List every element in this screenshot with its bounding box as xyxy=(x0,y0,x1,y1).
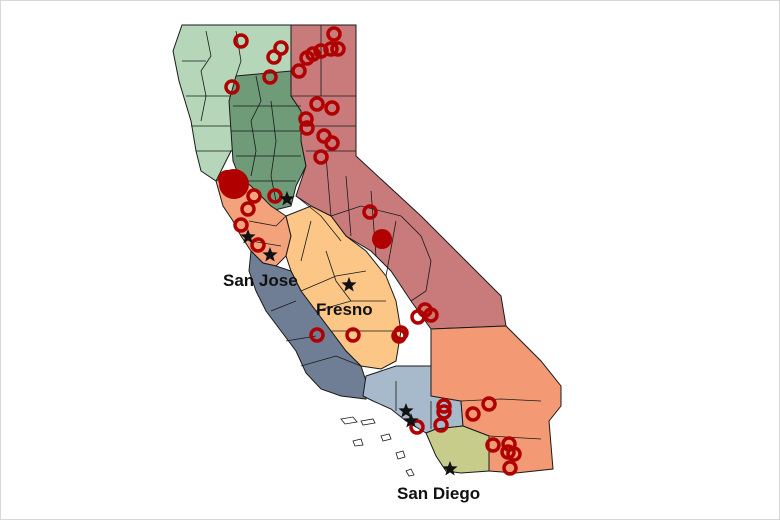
site-marker xyxy=(291,63,307,79)
site-marker xyxy=(485,437,501,453)
site-marker xyxy=(324,100,340,116)
city-label-fresno: Fresno xyxy=(316,300,373,319)
site-marker xyxy=(410,309,426,325)
region-northeast xyxy=(290,24,507,330)
city-star-icon xyxy=(398,403,414,418)
site-marker xyxy=(240,201,256,217)
site-marker xyxy=(330,41,346,57)
site-marker xyxy=(500,444,516,460)
site-marker xyxy=(362,204,378,220)
site-marker xyxy=(313,149,329,165)
city-label-san-diego: San Diego xyxy=(397,484,480,503)
site-marker xyxy=(436,404,452,420)
city-star-icon xyxy=(279,191,295,206)
dense-cluster xyxy=(218,169,392,249)
site-marker xyxy=(393,325,409,341)
site-marker xyxy=(309,96,325,112)
site-marker xyxy=(409,419,425,435)
region-san-diego xyxy=(425,425,490,474)
site-marker xyxy=(224,79,240,95)
site-marker xyxy=(246,188,262,204)
site-marker xyxy=(273,40,289,56)
cluster-marker xyxy=(372,229,392,249)
city-star-icon xyxy=(442,461,458,476)
city-label-san-jose: San Jose xyxy=(223,271,298,290)
site-marker xyxy=(309,327,325,343)
site-marker xyxy=(299,120,315,136)
city-star-icon xyxy=(341,277,357,292)
site-marker xyxy=(233,33,249,49)
city-star-icon xyxy=(262,247,278,262)
county-boundaries xyxy=(182,25,542,440)
site-marker xyxy=(262,69,278,85)
channel-islands xyxy=(340,416,415,477)
site-marker xyxy=(481,396,497,412)
site-marker xyxy=(250,237,266,253)
city-star-icon xyxy=(403,413,419,428)
site-marker xyxy=(323,41,339,57)
site-marker xyxy=(298,111,314,127)
site-markers xyxy=(224,26,522,476)
site-marker xyxy=(436,398,452,414)
site-marker xyxy=(324,135,340,151)
site-marker xyxy=(305,46,321,62)
site-marker xyxy=(465,406,481,422)
site-marker xyxy=(326,26,342,42)
site-marker xyxy=(502,460,518,476)
site-marker xyxy=(233,217,249,233)
city-star-icon xyxy=(240,229,256,244)
site-marker xyxy=(267,188,283,204)
site-marker xyxy=(345,327,361,343)
city-stars xyxy=(240,191,458,476)
cluster-marker xyxy=(218,170,236,188)
